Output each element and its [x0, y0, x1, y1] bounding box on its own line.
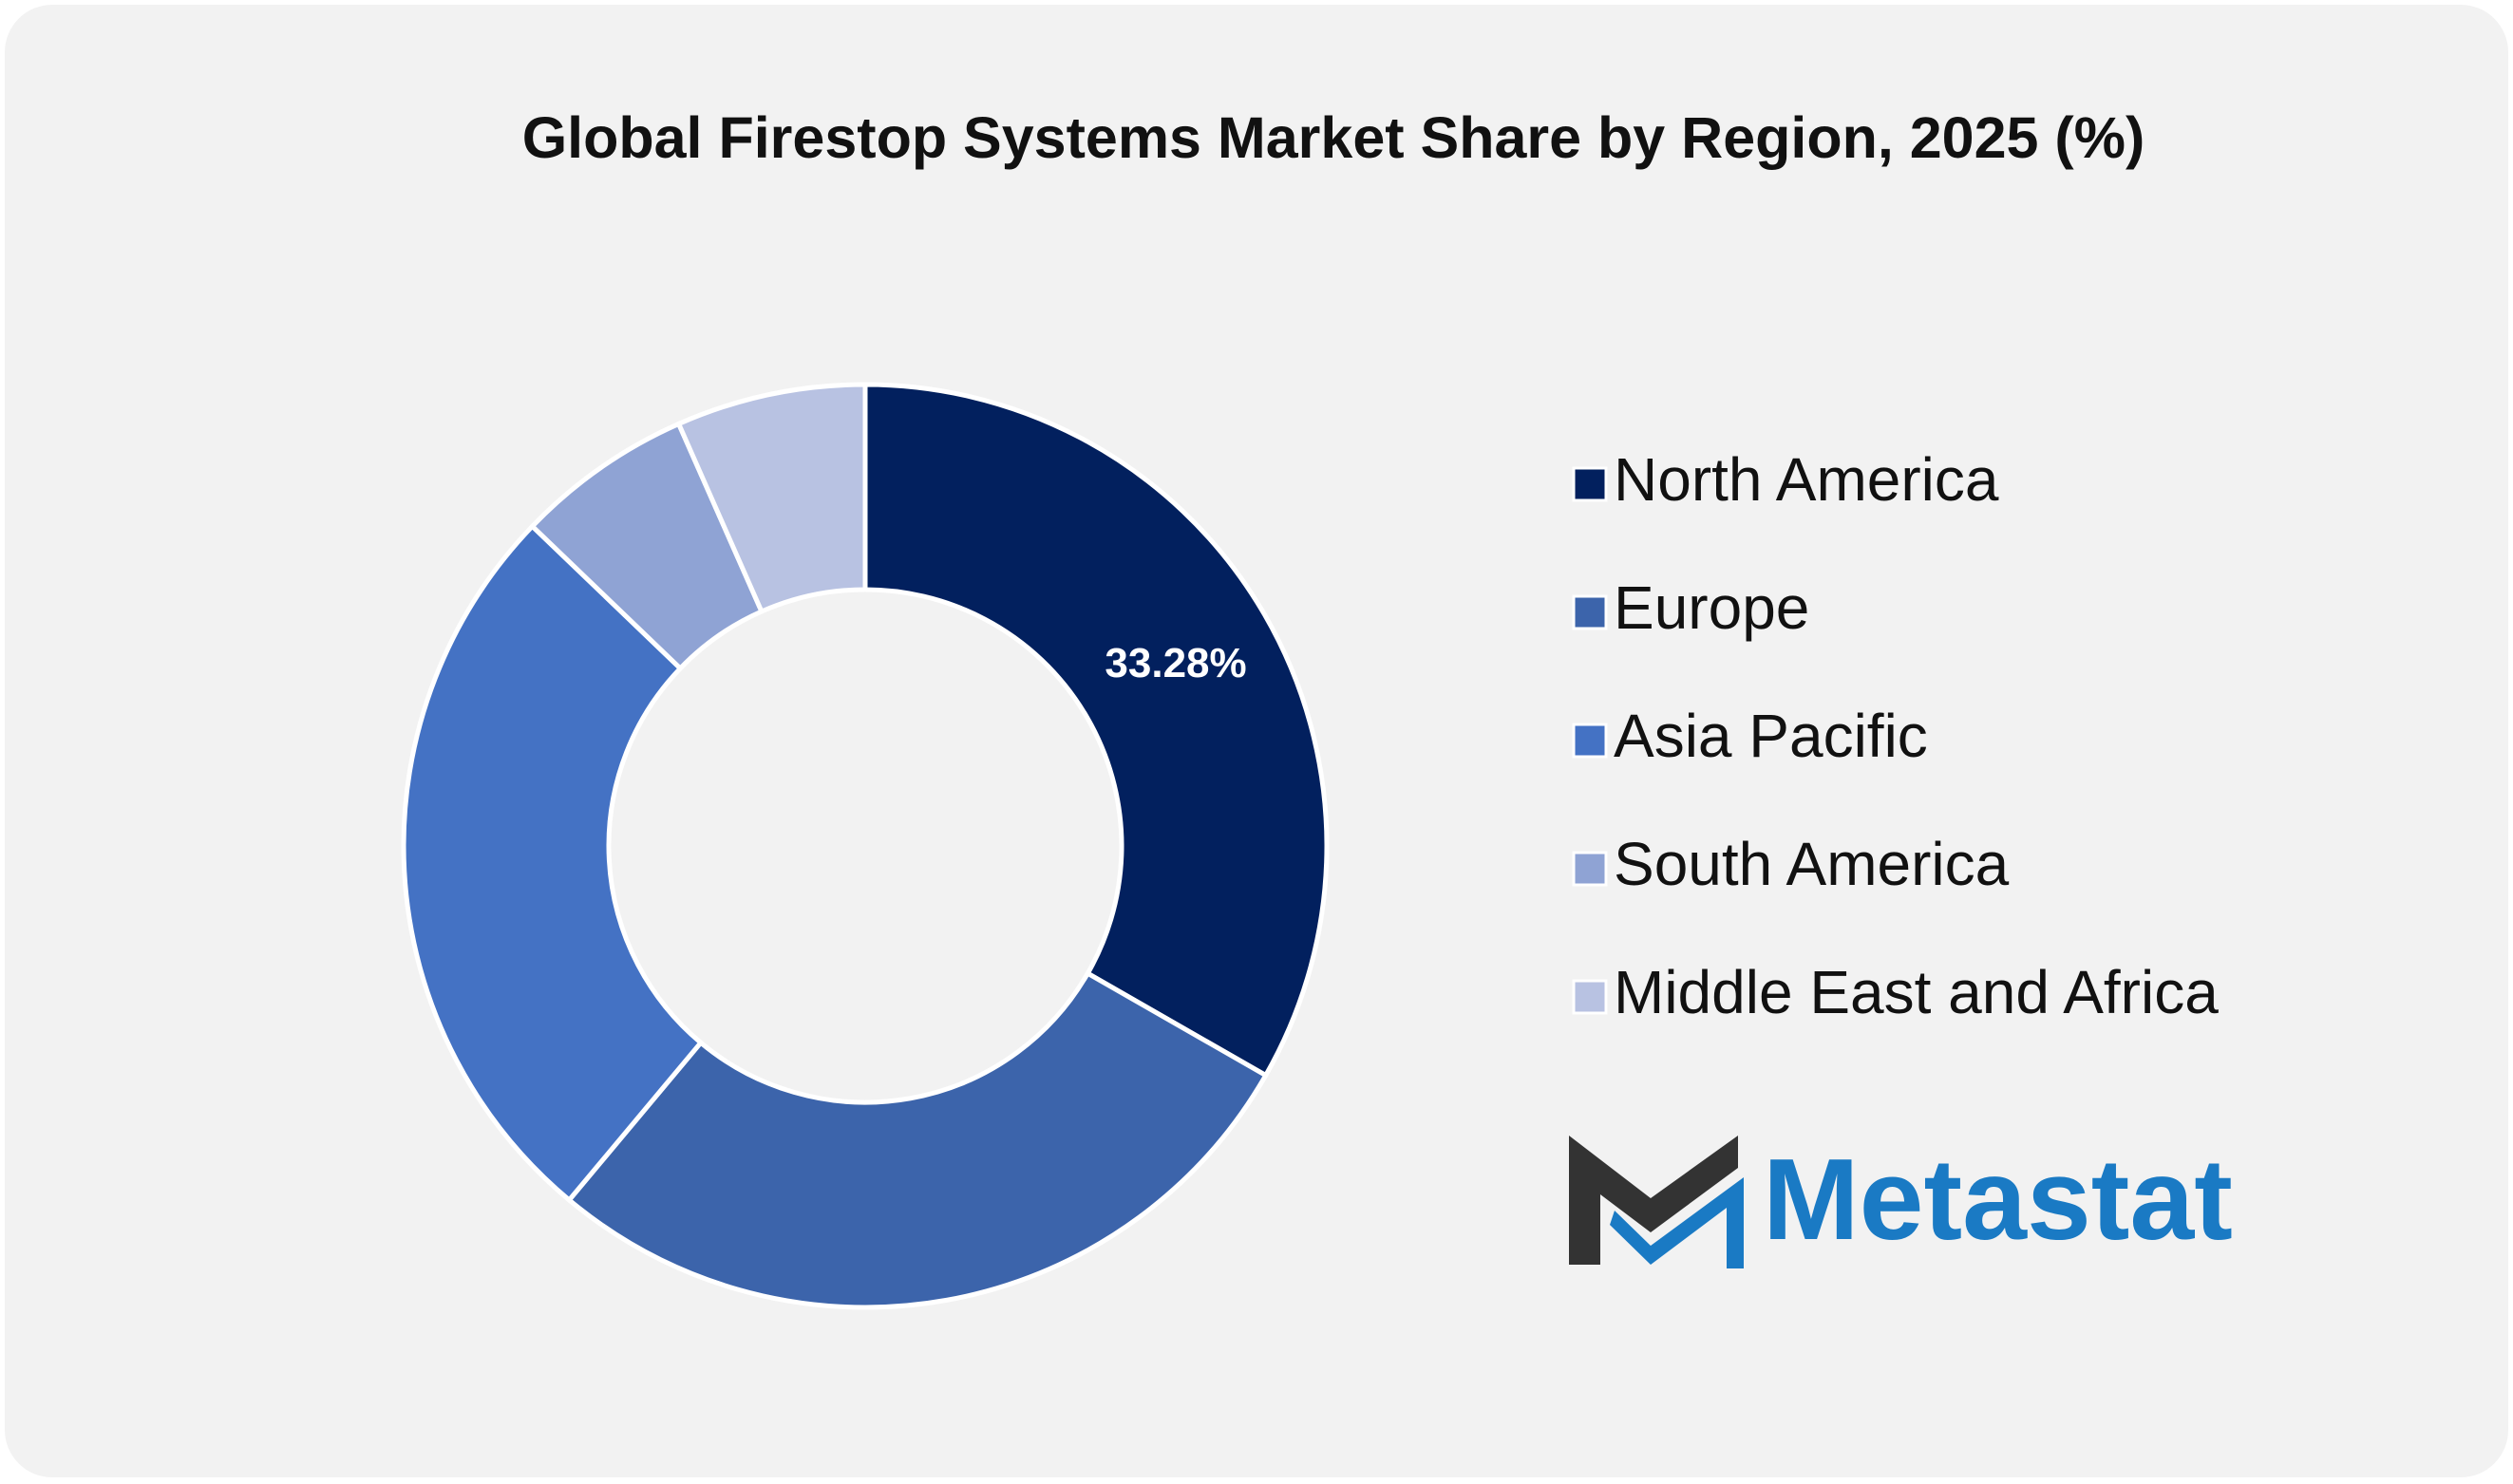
legend-swatch: [1572, 594, 1608, 630]
legend-label: Europe: [1614, 573, 1809, 642]
logo-mark-blue: [1610, 1177, 1744, 1268]
legend-label: South America: [1614, 830, 2010, 898]
slice-label: 33.28%: [1105, 640, 1246, 686]
legend-swatch: [1572, 979, 1608, 1015]
chart-title: Global Firestop Systems Market Share by …: [521, 105, 2145, 170]
legend-swatch: [1572, 723, 1608, 759]
legend-swatch: [1572, 466, 1608, 502]
slice: [401, 522, 705, 1204]
legend-label: Middle East and Africa: [1614, 958, 2219, 1026]
slice: [565, 969, 1270, 1310]
logo-icon: [1569, 1136, 1744, 1268]
logo-text: Metastat: [1763, 1135, 2233, 1264]
legend-label: North America: [1614, 445, 1999, 514]
slice: [862, 382, 1330, 1080]
legend-label: Asia Pacific: [1614, 702, 1928, 770]
slice: [675, 382, 868, 615]
logo-mark-dark: [1569, 1136, 1738, 1265]
legend-swatch: [1572, 851, 1608, 887]
